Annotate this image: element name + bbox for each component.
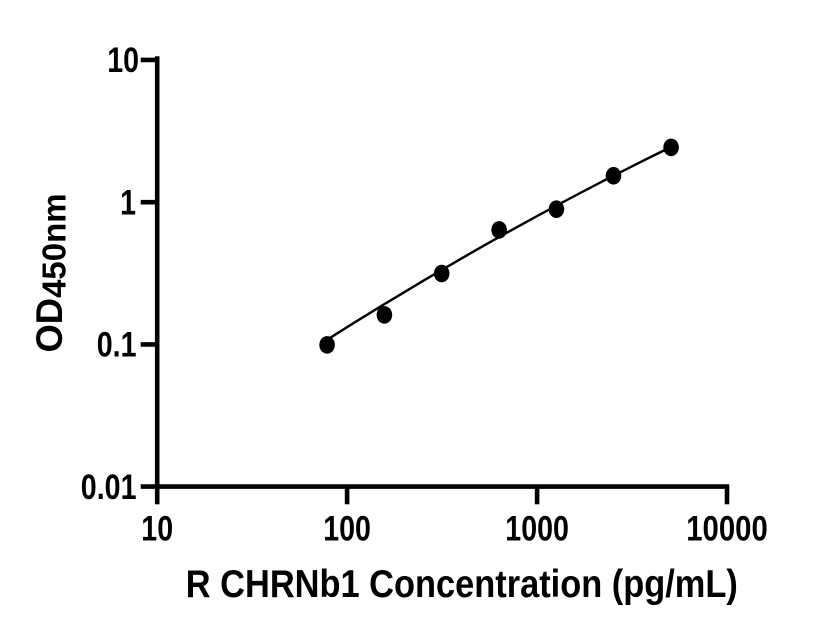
svg-text:10000: 10000 [686, 510, 768, 549]
svg-text:R CHRNb1 Concentration (pg/mL): R CHRNb1 Concentration (pg/mL) [186, 563, 738, 606]
svg-text:1000: 1000 [505, 510, 569, 549]
svg-text:0.1: 0.1 [97, 326, 137, 365]
svg-text:10: 10 [107, 41, 139, 80]
svg-text:0.01: 0.01 [81, 468, 137, 507]
svg-text:100: 100 [323, 510, 371, 549]
svg-text:OD450nm: OD450nm [29, 194, 74, 353]
svg-text:1: 1 [120, 184, 136, 223]
svg-text:10: 10 [141, 510, 173, 549]
